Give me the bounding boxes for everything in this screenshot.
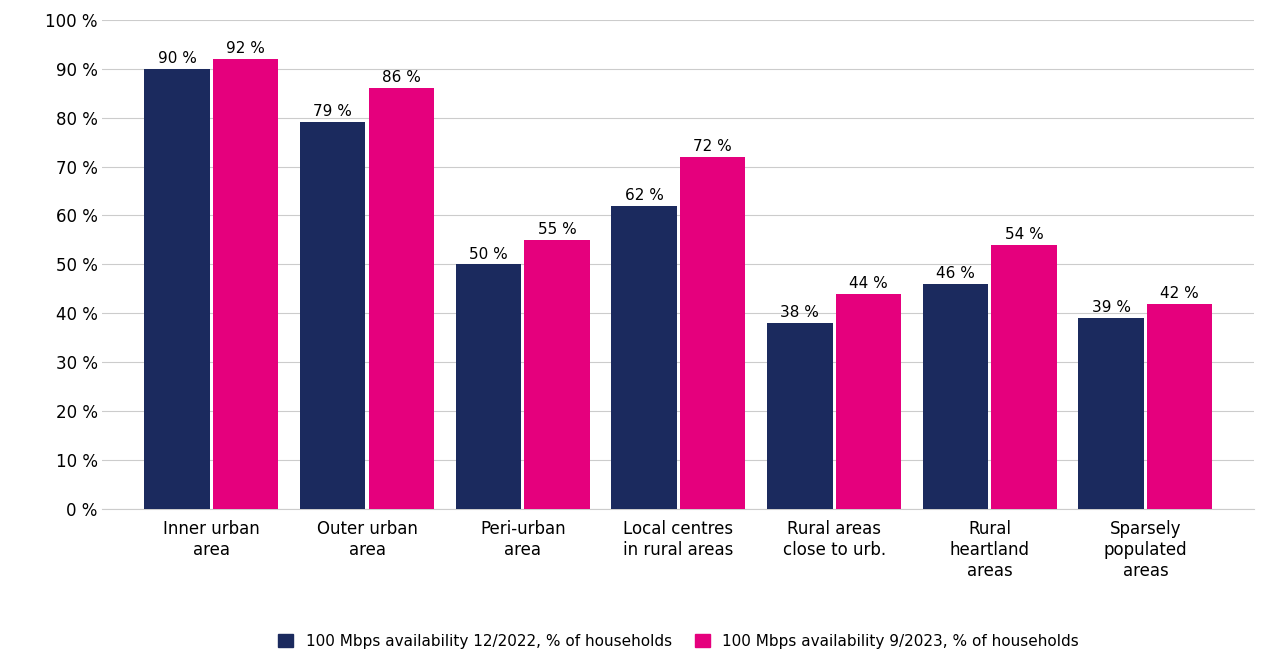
Text: 55 %: 55 % <box>538 222 576 237</box>
Text: 79 %: 79 % <box>314 104 352 119</box>
Bar <box>612 206 677 509</box>
Text: 86 %: 86 % <box>381 71 421 85</box>
Bar <box>456 264 521 509</box>
Bar <box>145 69 210 509</box>
Text: 39 %: 39 % <box>1092 300 1130 315</box>
Text: 46 %: 46 % <box>936 266 975 281</box>
Bar <box>525 240 590 509</box>
Text: 92 %: 92 % <box>227 41 265 56</box>
Bar <box>369 88 434 509</box>
Text: 42 %: 42 % <box>1160 286 1199 300</box>
Bar <box>212 59 278 509</box>
Text: 44 %: 44 % <box>849 276 888 291</box>
Bar <box>1079 318 1144 509</box>
Bar <box>836 294 901 509</box>
Text: 90 %: 90 % <box>157 51 197 66</box>
Bar <box>991 245 1057 509</box>
Bar <box>1147 304 1212 509</box>
Bar <box>923 284 988 509</box>
Text: 38 %: 38 % <box>781 306 819 321</box>
Text: 54 %: 54 % <box>1005 227 1043 242</box>
Text: 62 %: 62 % <box>625 188 663 202</box>
Bar <box>680 157 745 509</box>
Bar <box>300 123 366 509</box>
Text: 50 %: 50 % <box>468 247 508 261</box>
Legend: 100 Mbps availability 12/2022, % of households, 100 Mbps availability 9/2023, % : 100 Mbps availability 12/2022, % of hous… <box>278 633 1079 648</box>
Bar <box>767 323 832 509</box>
Text: 72 %: 72 % <box>694 139 732 154</box>
